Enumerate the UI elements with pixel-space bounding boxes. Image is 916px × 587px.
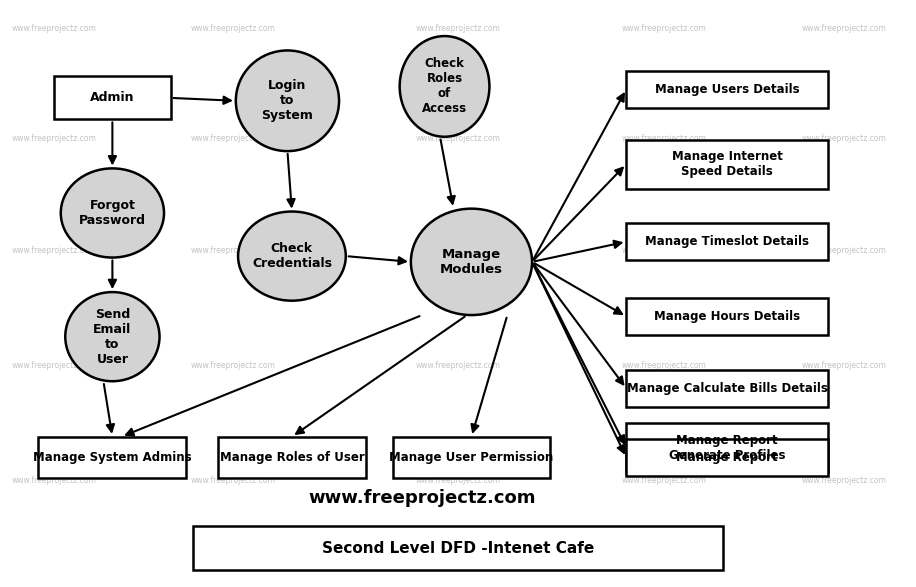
Ellipse shape (60, 168, 164, 258)
Text: www.freeprojectz.com: www.freeprojectz.com (12, 246, 96, 255)
Text: www.freeprojectz.com: www.freeprojectz.com (802, 25, 887, 33)
Text: www.freeprojectz.com: www.freeprojectz.com (802, 361, 887, 370)
Text: www.freeprojectz.com: www.freeprojectz.com (622, 476, 707, 485)
Text: www.freeprojectz.com: www.freeprojectz.com (191, 476, 276, 485)
Text: Manage Report
Generate Profiles: Manage Report Generate Profiles (669, 434, 786, 461)
Ellipse shape (235, 50, 339, 151)
Text: www.freeprojectz.com: www.freeprojectz.com (12, 134, 96, 143)
Text: Admin: Admin (90, 92, 135, 104)
FancyBboxPatch shape (218, 437, 366, 478)
Text: www.freeprojectz.com: www.freeprojectz.com (309, 489, 536, 507)
FancyBboxPatch shape (193, 527, 723, 569)
Text: www.freeprojectz.com: www.freeprojectz.com (191, 134, 276, 143)
Text: Manage Roles of User: Manage Roles of User (220, 451, 365, 464)
Ellipse shape (238, 211, 346, 301)
Text: Forgot
Password: Forgot Password (79, 199, 146, 227)
Text: www.freeprojectz.com: www.freeprojectz.com (802, 476, 887, 485)
Text: www.freeprojectz.com: www.freeprojectz.com (191, 246, 276, 255)
Text: www.freeprojectz.com: www.freeprojectz.com (12, 25, 96, 33)
Text: www.freeprojectz.com: www.freeprojectz.com (191, 361, 276, 370)
FancyBboxPatch shape (54, 76, 170, 120)
Text: Login
to
System: Login to System (261, 79, 313, 122)
Text: Manage Calculate Bills Details: Manage Calculate Bills Details (627, 382, 828, 395)
Text: Manage Hours Details: Manage Hours Details (654, 310, 801, 323)
FancyBboxPatch shape (627, 140, 828, 188)
FancyBboxPatch shape (627, 298, 828, 335)
Text: www.freeprojectz.com: www.freeprojectz.com (416, 476, 500, 485)
Text: www.freeprojectz.com: www.freeprojectz.com (416, 246, 500, 255)
FancyBboxPatch shape (627, 423, 828, 472)
Text: www.freeprojectz.com: www.freeprojectz.com (802, 134, 887, 143)
Text: www.freeprojectz.com: www.freeprojectz.com (191, 25, 276, 33)
Text: www.freeprojectz.com: www.freeprojectz.com (416, 361, 500, 370)
Text: Check
Roles
of
Access: Check Roles of Access (422, 58, 467, 116)
Text: www.freeprojectz.com: www.freeprojectz.com (12, 476, 96, 485)
Text: www.freeprojectz.com: www.freeprojectz.com (622, 134, 707, 143)
FancyBboxPatch shape (38, 437, 187, 478)
Text: www.freeprojectz.com: www.freeprojectz.com (416, 25, 500, 33)
Text: www.freeprojectz.com: www.freeprojectz.com (802, 246, 887, 255)
FancyBboxPatch shape (627, 438, 828, 476)
Text: Manage Timeslot Details: Manage Timeslot Details (645, 235, 810, 248)
Text: Manage Report: Manage Report (677, 451, 778, 464)
FancyBboxPatch shape (393, 437, 550, 478)
Text: www.freeprojectz.com: www.freeprojectz.com (622, 246, 707, 255)
Ellipse shape (411, 208, 532, 315)
Ellipse shape (399, 36, 489, 137)
Text: Manage System Admins: Manage System Admins (33, 451, 191, 464)
FancyBboxPatch shape (627, 70, 828, 108)
Text: www.freeprojectz.com: www.freeprojectz.com (416, 134, 500, 143)
Ellipse shape (65, 292, 159, 381)
Text: Check
Credentials: Check Credentials (252, 242, 332, 270)
Text: Send
Email
to
User: Send Email to User (93, 308, 132, 366)
Text: www.freeprojectz.com: www.freeprojectz.com (622, 25, 707, 33)
Text: Second Level DFD -Intenet Cafe: Second Level DFD -Intenet Cafe (322, 541, 594, 556)
Text: www.freeprojectz.com: www.freeprojectz.com (622, 361, 707, 370)
Text: www.freeprojectz.com: www.freeprojectz.com (12, 361, 96, 370)
Text: Manage Users Details: Manage Users Details (655, 83, 800, 96)
Text: Manage Internet
Speed Details: Manage Internet Speed Details (671, 150, 783, 178)
FancyBboxPatch shape (627, 223, 828, 261)
Text: Manage
Modules: Manage Modules (440, 248, 503, 276)
FancyBboxPatch shape (627, 370, 828, 407)
Text: Manage User Permission: Manage User Permission (389, 451, 553, 464)
